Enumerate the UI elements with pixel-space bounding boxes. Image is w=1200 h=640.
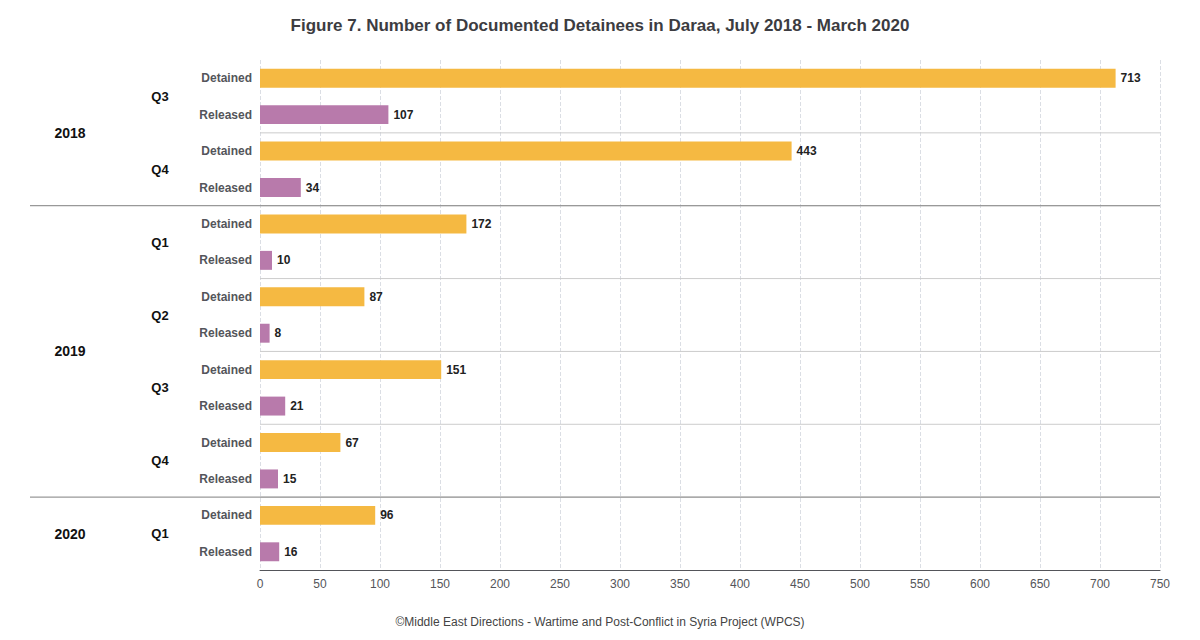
svg-text:Detained: Detained — [201, 71, 252, 85]
svg-text:34: 34 — [306, 181, 320, 195]
svg-text:Detained: Detained — [201, 363, 252, 377]
svg-text:300: 300 — [610, 577, 630, 591]
svg-text:2019: 2019 — [54, 343, 85, 359]
svg-text:Q4: Q4 — [151, 453, 169, 468]
svg-text:107: 107 — [393, 108, 413, 122]
svg-text:650: 650 — [1030, 577, 1050, 591]
svg-text:Q4: Q4 — [151, 162, 169, 177]
svg-text:150: 150 — [430, 577, 450, 591]
svg-text:67: 67 — [345, 436, 359, 450]
svg-text:Q2: Q2 — [151, 308, 168, 323]
svg-text:50: 50 — [313, 577, 327, 591]
svg-text:21: 21 — [290, 399, 304, 413]
svg-text:10: 10 — [277, 253, 291, 267]
svg-text:Detained: Detained — [201, 290, 252, 304]
svg-text:350: 350 — [670, 577, 690, 591]
svg-text:250: 250 — [550, 577, 570, 591]
svg-text:2018: 2018 — [54, 125, 85, 141]
svg-text:Figure 7. Number of Documented: Figure 7. Number of Documented Detainees… — [291, 16, 910, 35]
svg-text:Released: Released — [199, 181, 252, 195]
svg-text:700: 700 — [1090, 577, 1110, 591]
svg-text:Detained: Detained — [201, 217, 252, 231]
svg-text:500: 500 — [850, 577, 870, 591]
svg-text:Released: Released — [199, 326, 252, 340]
svg-text:8: 8 — [275, 326, 282, 340]
svg-text:172: 172 — [471, 217, 491, 231]
svg-text:400: 400 — [730, 577, 750, 591]
svg-text:Q1: Q1 — [151, 235, 168, 250]
svg-text:16: 16 — [284, 545, 298, 559]
svg-text:Q3: Q3 — [151, 380, 168, 395]
svg-text:600: 600 — [970, 577, 990, 591]
svg-text:151: 151 — [446, 363, 466, 377]
svg-text:100: 100 — [370, 577, 390, 591]
svg-text:Released: Released — [199, 253, 252, 267]
svg-text:Detained: Detained — [201, 508, 252, 522]
svg-text:Released: Released — [199, 545, 252, 559]
svg-text:Released: Released — [199, 399, 252, 413]
svg-text:2020: 2020 — [54, 526, 85, 542]
svg-text:96: 96 — [380, 508, 394, 522]
svg-text:550: 550 — [910, 577, 930, 591]
svg-text:450: 450 — [790, 577, 810, 591]
svg-text:Detained: Detained — [201, 144, 252, 158]
svg-text:87: 87 — [369, 290, 383, 304]
svg-text:15: 15 — [283, 472, 297, 486]
svg-text:750: 750 — [1150, 577, 1170, 591]
svg-text:0: 0 — [257, 577, 264, 591]
svg-text:200: 200 — [490, 577, 510, 591]
svg-text:Detained: Detained — [201, 436, 252, 450]
svg-text:Released: Released — [199, 108, 252, 122]
svg-text:Released: Released — [199, 472, 252, 486]
svg-text:Q3: Q3 — [151, 89, 168, 104]
svg-text:443: 443 — [797, 144, 817, 158]
svg-text:Q1: Q1 — [151, 526, 168, 541]
svg-text:713: 713 — [1121, 71, 1141, 85]
svg-text:©Middle East Directions - Wart: ©Middle East Directions - Wartime and Po… — [395, 615, 804, 629]
